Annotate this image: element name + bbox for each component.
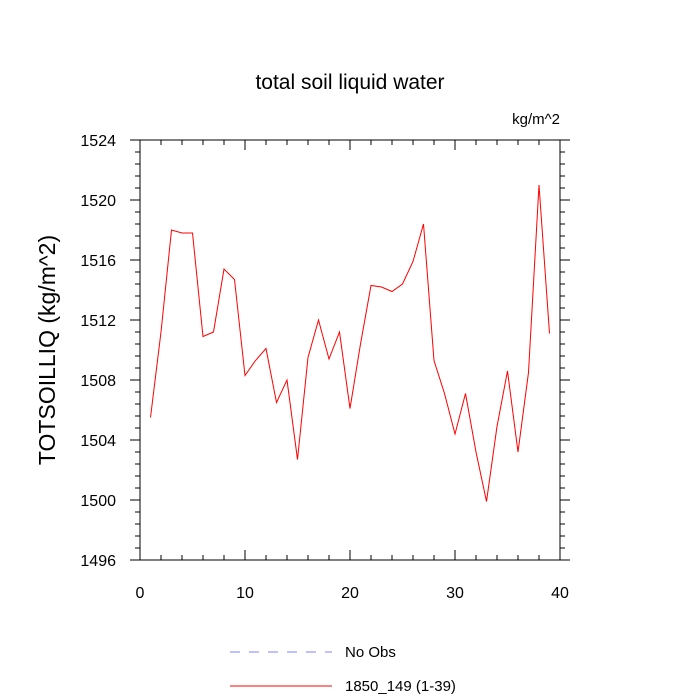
x-tick-label: 0 <box>136 585 145 602</box>
x-tick-label: 30 <box>446 585 464 602</box>
y-tick-label: 1496 <box>80 553 116 570</box>
y-tick-label: 1520 <box>80 193 116 210</box>
series-group <box>150 184 550 502</box>
x-tick-label: 40 <box>551 585 569 602</box>
y-tick-label: 1516 <box>80 253 116 270</box>
y-tick-label: 1500 <box>80 493 116 510</box>
x-tick-label: 10 <box>236 585 254 602</box>
x-tick-label: 20 <box>341 585 359 602</box>
y-tick-label: 1508 <box>80 373 116 390</box>
units-label: kg/m^2 <box>512 111 560 128</box>
legend: No Obs 1850_149 (1-39) <box>230 644 456 695</box>
chart-title: total soil liquid water <box>255 71 444 94</box>
x-tick-labels: 0 10 20 30 40 <box>136 585 569 602</box>
y-tick-label: 1504 <box>80 433 116 450</box>
y-tick-label: 1524 <box>80 133 116 150</box>
series-line <box>150 184 550 502</box>
y-tick-labels: 1496 1500 1504 1508 1512 1516 1520 1524 <box>80 133 116 570</box>
y-tick-label: 1512 <box>80 313 116 330</box>
y-axis-label: TOTSOILLIQ (kg/m^2) <box>34 235 60 465</box>
axis-ticks <box>130 139 570 561</box>
plot-frame <box>139 139 561 561</box>
legend-label: No Obs <box>345 644 396 661</box>
legend-label: 1850_149 (1-39) <box>345 678 456 695</box>
